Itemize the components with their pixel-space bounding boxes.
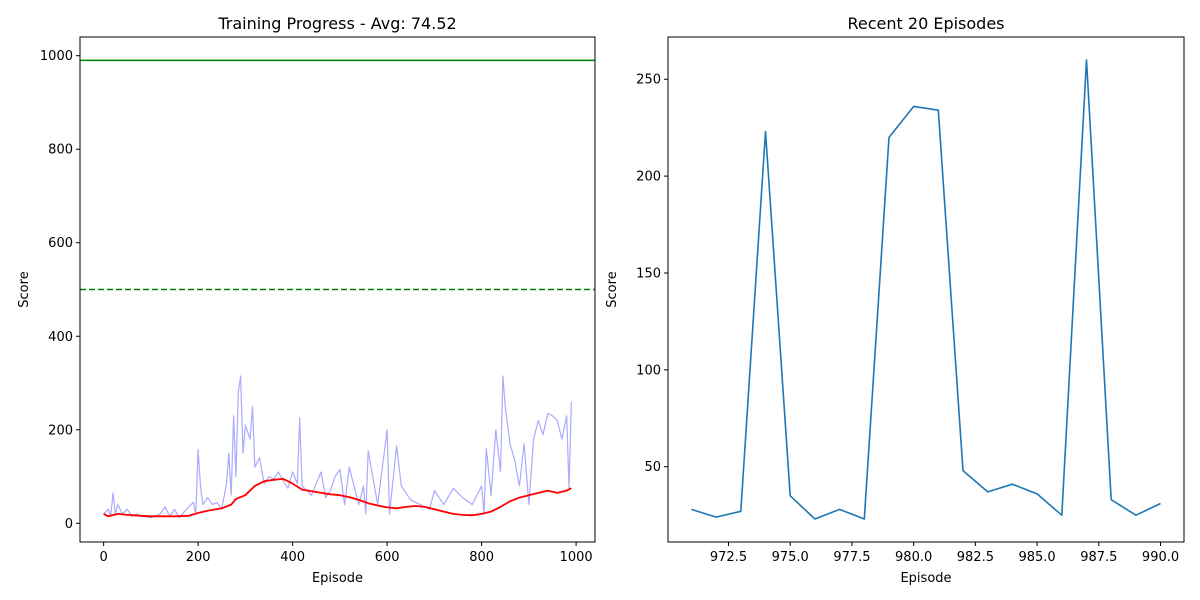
y-axis-label: Score [17, 271, 32, 307]
y-tick-label: 200 [636, 170, 661, 185]
y-axis-label: Score [605, 271, 620, 307]
x-tick-label: 1000 [560, 550, 593, 565]
y-tick-label: 600 [48, 236, 73, 251]
x-tick-label: 980.0 [895, 550, 932, 565]
x-axis-label: Episode [312, 571, 363, 586]
y-tick-label: 200 [48, 423, 73, 438]
x-tick-label: 0 [99, 550, 107, 565]
y-tick-label: 150 [636, 266, 661, 281]
x-tick-label: 985.0 [1018, 550, 1055, 565]
chart-title: Recent 20 Episodes [848, 14, 1005, 33]
plot-area [80, 59, 595, 519]
x-tick-label: 977.5 [833, 550, 870, 565]
x-tick-label: 400 [280, 550, 305, 565]
x-tick-label: 975.0 [772, 550, 809, 565]
y-tick-label: 250 [636, 73, 661, 88]
y-tick-label: 0 [65, 517, 73, 532]
x-tick-label: 990.0 [1142, 550, 1179, 565]
axes-frame [79, 36, 596, 543]
x-tick-label: 800 [469, 550, 494, 565]
moving-average-line [103, 477, 572, 518]
y-tick-label: 100 [636, 363, 661, 378]
raw-scores-line [103, 375, 572, 519]
x-tick-label: 982.5 [957, 550, 994, 565]
y-tick-label: 50 [644, 460, 661, 475]
recent-episodes-chart: Recent 20 Episodes Episode Score 972.5 97… [605, 14, 1185, 586]
recent-scores-line [691, 59, 1161, 520]
x-tick-label: 987.5 [1080, 550, 1117, 565]
plot-area [691, 59, 1161, 520]
training-progress-chart: Training Progress - Avg: 74.52 Episode S… [17, 14, 596, 586]
axes-frame [667, 36, 1185, 543]
x-tick-label: 200 [186, 550, 211, 565]
y-tick-label: 1000 [40, 49, 73, 64]
x-tick-label: 972.5 [710, 550, 747, 565]
x-axis-label: Episode [900, 571, 951, 586]
x-tick-label: 600 [375, 550, 400, 565]
y-tick-label: 400 [48, 330, 73, 345]
y-tick-label: 800 [48, 143, 73, 158]
chart-title: Training Progress - Avg: 74.52 [217, 14, 456, 33]
